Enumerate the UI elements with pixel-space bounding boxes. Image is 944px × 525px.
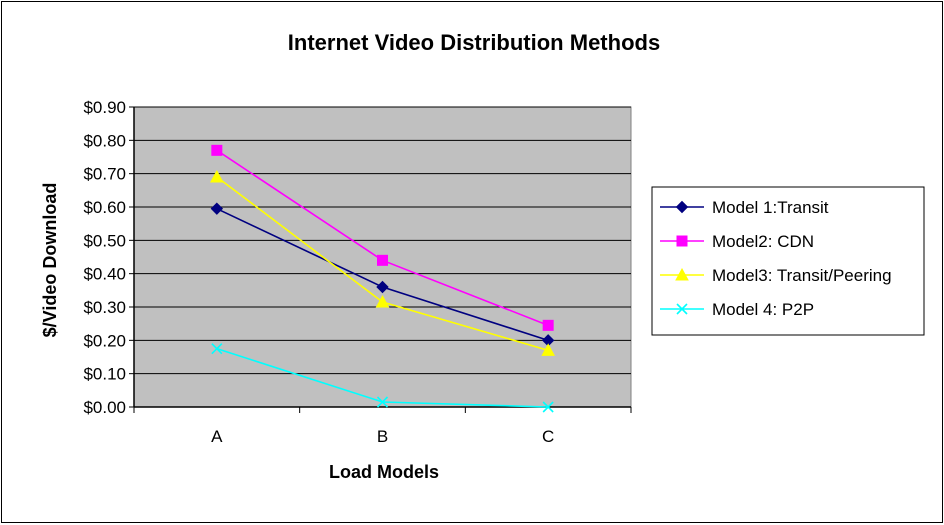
data-point-series-2 [211,144,223,156]
legend: Model 1:Transit Model2: CDN Model3: Transi… [651,186,925,336]
data-point-series-3 [375,294,390,308]
x-tick-label: B [377,427,388,446]
data-point-series-2 [542,319,554,331]
legend-label-4: Model 4: P2P [712,300,814,319]
data-point-series-2 [377,254,388,266]
x-tick-label: C [542,427,554,446]
data-point-series-1 [376,280,389,294]
y-tick-label: $0.20 [83,331,126,350]
data-point-series-1 [210,202,224,215]
legend-label-3: Model3: Transit/Peering [712,266,892,285]
legend-label-2: Model2: CDN [712,232,814,251]
legend-box [651,186,925,336]
y-tick-label: $0.80 [83,131,126,150]
y-tick-label: $0.50 [83,231,126,250]
x-axis-ticks: A B C [133,406,632,446]
legend-marker [676,235,688,247]
y-tick-label: $0.10 [83,365,126,384]
y-tick-label: $0.60 [83,198,126,217]
y-tick-label: $0.70 [83,165,126,184]
legend-marker [675,200,689,214]
data-point-series-3 [209,169,224,183]
marker-stroke [676,303,688,315]
legend-marker [675,267,689,281]
x-tick-label: A [211,427,223,446]
marker-stroke [542,401,554,413]
y-tick-label: $0.30 [83,298,126,317]
series-markers [209,144,556,413]
y-tick-label: $0.40 [83,265,126,284]
legend-label-1: Model 1:Transit [712,198,829,217]
y-axis-ticks: $0.00 $0.10 $0.20 $0.30 $0.40 $0.50 $0.60 $0.70… [83,98,135,417]
marker-stroke [376,396,389,408]
data-point-series-4 [376,396,389,408]
y-tick-label: $0.00 [83,398,126,417]
marker-stroke [211,343,223,355]
data-point-series-4 [211,343,223,355]
x-axis-title: Load Models [329,462,439,482]
chart-title: Internet Video Distribution Methods [288,30,660,55]
legend-marker [676,303,688,315]
data-point-series-4 [542,401,554,413]
y-axis-title: $/Video Download [40,183,60,338]
data-point-series-3 [541,343,556,356]
y-tick-label: $0.90 [83,98,126,117]
gridlines [134,106,631,375]
